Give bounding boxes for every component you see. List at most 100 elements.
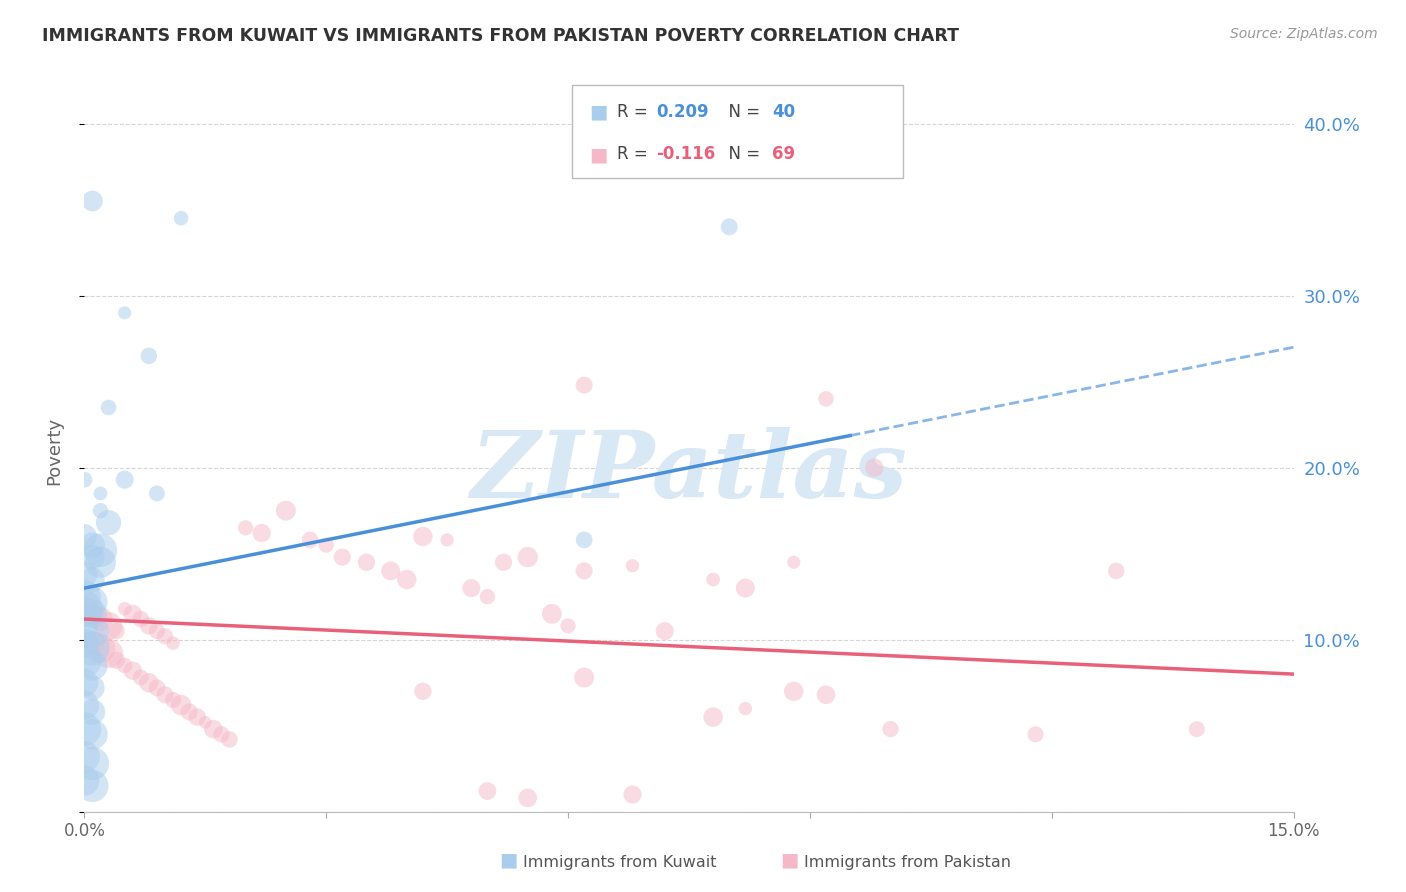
Point <box>477 590 499 604</box>
Point <box>114 473 136 487</box>
Point <box>138 349 160 363</box>
Point <box>654 624 676 639</box>
Point <box>89 543 111 558</box>
Point <box>702 710 724 724</box>
Point <box>202 722 225 736</box>
Point <box>170 211 193 226</box>
Point <box>621 788 644 802</box>
Point <box>82 538 104 552</box>
Point <box>89 555 111 569</box>
Point <box>412 529 434 543</box>
Point <box>1105 564 1128 578</box>
Point <box>82 681 104 695</box>
Point <box>73 529 96 543</box>
Point <box>129 671 152 685</box>
Point <box>73 619 96 633</box>
Point <box>73 636 96 650</box>
Point <box>879 722 901 736</box>
Point <box>73 567 96 582</box>
Point <box>186 710 208 724</box>
Point <box>82 727 104 741</box>
Point <box>153 629 176 643</box>
Point <box>436 533 458 547</box>
Point <box>235 521 257 535</box>
Text: N =: N = <box>718 103 766 120</box>
Point <box>97 516 120 530</box>
Y-axis label: Poverty: Poverty <box>45 417 63 484</box>
Point <box>477 784 499 798</box>
Point <box>97 647 120 661</box>
Point <box>146 681 169 695</box>
Point <box>114 306 136 320</box>
Text: 40: 40 <box>772 103 794 120</box>
Point <box>73 749 96 764</box>
Point <box>1185 722 1208 736</box>
Point <box>82 550 104 565</box>
Text: 69: 69 <box>772 145 794 163</box>
Text: IMMIGRANTS FROM KUWAIT VS IMMIGRANTS FROM PAKISTAN POVERTY CORRELATION CHART: IMMIGRANTS FROM KUWAIT VS IMMIGRANTS FRO… <box>42 27 959 45</box>
Point <box>89 612 111 626</box>
Point <box>783 684 806 698</box>
Point <box>82 624 104 639</box>
Point <box>73 773 96 788</box>
Point <box>814 688 837 702</box>
Point <box>121 664 143 678</box>
Point <box>162 693 184 707</box>
Point <box>82 194 104 208</box>
Point <box>299 533 322 547</box>
Point <box>97 619 120 633</box>
Point <box>734 581 756 595</box>
Point <box>82 636 104 650</box>
Point <box>114 658 136 673</box>
Point <box>194 715 217 730</box>
Point <box>734 701 756 715</box>
Point <box>541 607 564 621</box>
Point <box>572 533 595 547</box>
Point <box>572 564 595 578</box>
Point <box>356 555 378 569</box>
Point <box>82 607 104 621</box>
Point <box>557 619 579 633</box>
Point <box>702 573 724 587</box>
Text: Source: ZipAtlas.com: Source: ZipAtlas.com <box>1230 27 1378 41</box>
Point <box>105 653 128 667</box>
Point <box>330 550 353 565</box>
Point <box>572 378 595 392</box>
Point <box>814 392 837 406</box>
Point <box>89 503 111 517</box>
Point <box>783 555 806 569</box>
Point <box>82 779 104 793</box>
Text: ■: ■ <box>499 851 517 870</box>
Point <box>89 486 111 500</box>
Point <box>250 526 273 541</box>
Point <box>138 619 160 633</box>
Point <box>105 624 128 639</box>
Point <box>460 581 482 595</box>
Point <box>73 698 96 712</box>
Point <box>492 555 515 569</box>
Point <box>380 564 402 578</box>
Point <box>82 705 104 719</box>
Text: ■: ■ <box>780 851 799 870</box>
Text: 0.209: 0.209 <box>657 103 709 120</box>
Point <box>162 636 184 650</box>
Text: R =: R = <box>617 103 654 120</box>
Point <box>89 641 111 656</box>
Point <box>121 607 143 621</box>
Point <box>1025 727 1047 741</box>
Text: Immigrants from Kuwait: Immigrants from Kuwait <box>523 855 717 870</box>
Point <box>129 612 152 626</box>
Point <box>73 653 96 667</box>
Point <box>315 538 337 552</box>
Point <box>218 732 240 747</box>
Point <box>395 573 418 587</box>
Point <box>621 558 644 573</box>
Text: ZIPatlas: ZIPatlas <box>471 427 907 517</box>
Point <box>73 601 96 615</box>
Point <box>97 401 120 415</box>
Point <box>73 722 96 736</box>
Text: Immigrants from Pakistan: Immigrants from Pakistan <box>804 855 1011 870</box>
Point <box>179 705 201 719</box>
Point <box>82 756 104 771</box>
Point <box>516 550 538 565</box>
